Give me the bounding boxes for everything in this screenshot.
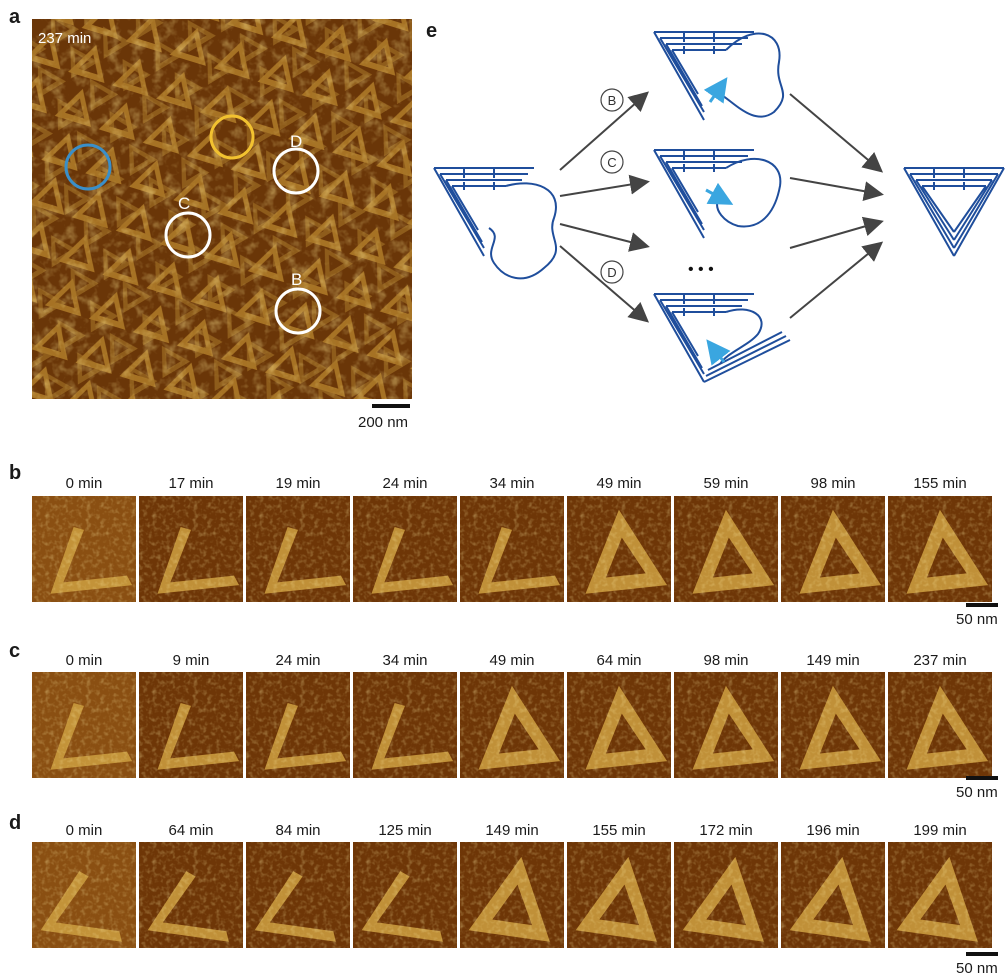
arrow-dots-to-final bbox=[789, 216, 884, 249]
scale-label-c: 50 nm bbox=[956, 784, 998, 801]
arrow-c-to-final bbox=[789, 177, 884, 202]
time-label: 149 min bbox=[806, 652, 860, 669]
time-label: 98 min bbox=[703, 652, 749, 669]
afm-frame bbox=[674, 842, 778, 948]
time-label: 34 min bbox=[489, 475, 535, 492]
time-label: 84 min bbox=[275, 822, 321, 839]
arrow-initial-to-d bbox=[559, 245, 650, 323]
time-label: 0 min bbox=[65, 475, 103, 492]
time-label: 237 min bbox=[913, 652, 967, 669]
time-label: 24 min bbox=[382, 475, 428, 492]
afm-frame bbox=[460, 496, 564, 602]
scale-label-a: 200 nm bbox=[358, 414, 409, 431]
afm-frame bbox=[567, 496, 671, 602]
marker-circle-b bbox=[274, 287, 322, 335]
marker-circle-d bbox=[272, 147, 320, 195]
time-label: 17 min bbox=[168, 475, 214, 492]
time-label: 34 min bbox=[382, 652, 428, 669]
time-label: 64 min bbox=[168, 822, 214, 839]
time-label: 64 min bbox=[596, 652, 642, 669]
svg-text:B: B bbox=[608, 93, 617, 108]
afm-frame bbox=[888, 496, 992, 602]
afm-frame bbox=[781, 496, 885, 602]
afm-frame bbox=[781, 842, 885, 948]
afm-frame bbox=[246, 672, 350, 778]
marker-circle-blue bbox=[64, 143, 112, 191]
afm-frame bbox=[246, 842, 350, 948]
afm-frame bbox=[353, 496, 457, 602]
time-label: 149 min bbox=[485, 822, 539, 839]
intermediate-structure-d bbox=[653, 293, 791, 383]
time-label: 155 min bbox=[913, 475, 967, 492]
afm-frame bbox=[353, 672, 457, 778]
panel-letter-e: e bbox=[426, 20, 438, 42]
arrow-b-to-final bbox=[789, 93, 884, 173]
afm-frame bbox=[567, 672, 671, 778]
initial-structure bbox=[433, 167, 557, 280]
scale-label-d: 50 nm bbox=[956, 960, 998, 977]
time-label: 155 min bbox=[592, 822, 646, 839]
afm-frame bbox=[781, 672, 885, 778]
time-label: 59 min bbox=[703, 475, 749, 492]
svg-text:D: D bbox=[607, 265, 616, 280]
time-stamp-a: 237 min bbox=[38, 30, 91, 47]
arrow-initial-to-c bbox=[559, 174, 650, 197]
time-label: 0 min bbox=[65, 822, 103, 839]
arrow-initial-to-dots bbox=[559, 223, 650, 252]
path-label-d: D bbox=[600, 260, 624, 284]
afm-frame bbox=[32, 842, 136, 948]
time-label: 49 min bbox=[596, 475, 642, 492]
time-label: 9 min bbox=[172, 652, 210, 669]
afm-frame bbox=[674, 672, 778, 778]
panel-letter-a: a bbox=[9, 6, 21, 28]
time-label: 199 min bbox=[913, 822, 967, 839]
time-label: 19 min bbox=[275, 475, 321, 492]
arrow-initial-to-b bbox=[559, 91, 649, 171]
afm-frame bbox=[567, 842, 671, 948]
panel-letter-b: b bbox=[9, 462, 22, 484]
afm-frame bbox=[246, 496, 350, 602]
afm-frame bbox=[139, 496, 243, 602]
time-label: 172 min bbox=[699, 822, 753, 839]
scale-bar-c bbox=[966, 776, 998, 780]
marker-circle-c bbox=[164, 211, 212, 259]
panel-letter-c: c bbox=[9, 640, 21, 662]
folding-pathway-schematic: B C D • • • bbox=[433, 31, 1005, 383]
scale-bar-b bbox=[966, 603, 998, 607]
scale-label-b: 50 nm bbox=[956, 611, 998, 628]
svg-text:C: C bbox=[607, 155, 616, 170]
time-label: 49 min bbox=[489, 652, 535, 669]
ellipsis: • • • bbox=[688, 261, 714, 278]
path-label-b: B bbox=[600, 88, 624, 112]
afm-overview-image: D C B 237 min bbox=[32, 19, 412, 399]
time-label: 0 min bbox=[65, 652, 103, 669]
arrow-d-to-final bbox=[789, 241, 884, 319]
afm-frame bbox=[460, 672, 564, 778]
intermediate-structure-b bbox=[653, 31, 785, 121]
panel-letter-d: d bbox=[9, 812, 22, 834]
scale-bar-a bbox=[372, 404, 410, 408]
time-label: 98 min bbox=[810, 475, 856, 492]
afm-frame bbox=[888, 842, 992, 948]
circle-label-b: B bbox=[291, 270, 302, 289]
circle-label-c: C bbox=[178, 194, 190, 213]
marker-circle-yellow bbox=[209, 114, 255, 160]
time-label: 125 min bbox=[378, 822, 432, 839]
circle-label-d: D bbox=[290, 132, 302, 151]
final-structure bbox=[903, 167, 1005, 257]
intermediate-structure-c bbox=[653, 149, 782, 239]
path-label-c: C bbox=[600, 150, 624, 174]
afm-frame bbox=[32, 672, 136, 778]
afm-frame bbox=[674, 496, 778, 602]
scale-bar-d bbox=[966, 952, 998, 956]
afm-frame bbox=[888, 672, 992, 778]
time-label: 196 min bbox=[806, 822, 860, 839]
afm-frame bbox=[139, 842, 243, 948]
afm-frame bbox=[353, 842, 457, 948]
afm-frame bbox=[460, 842, 564, 948]
afm-frame bbox=[32, 496, 136, 602]
afm-frame bbox=[139, 672, 243, 778]
time-label: 24 min bbox=[275, 652, 321, 669]
